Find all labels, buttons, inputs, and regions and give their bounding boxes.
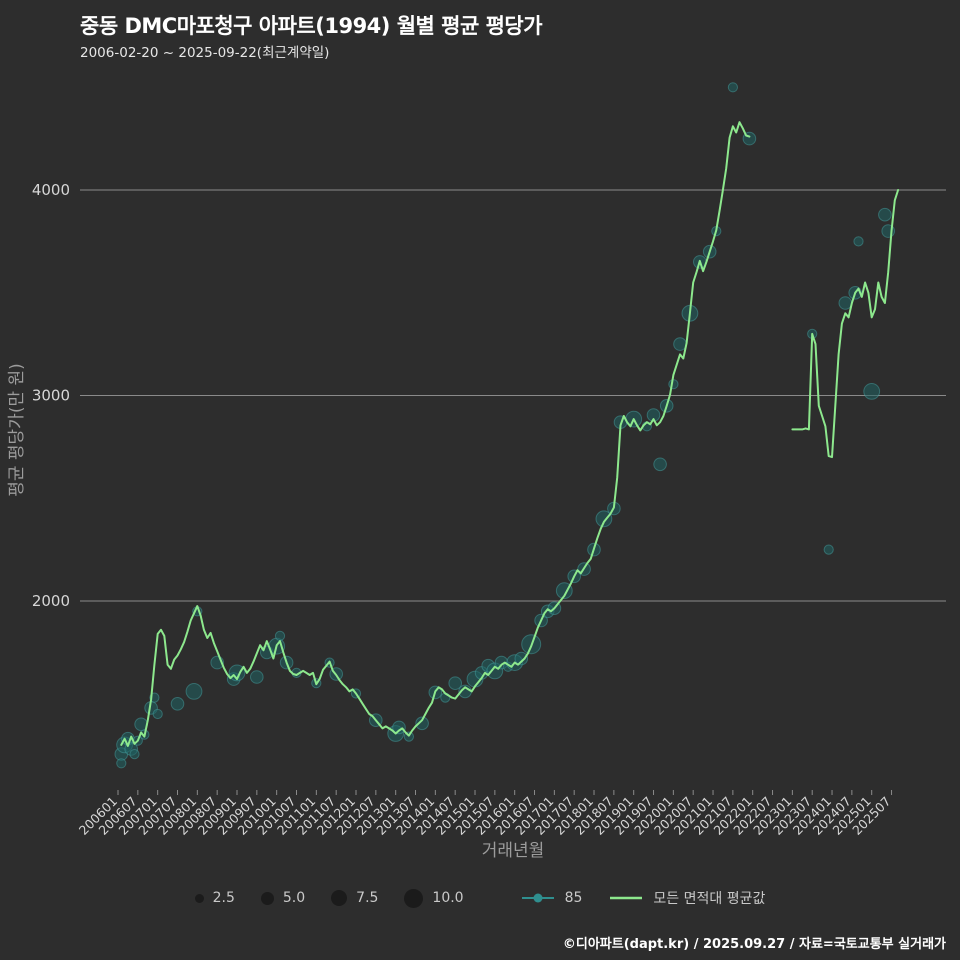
- size-bubble-icon: [404, 888, 424, 908]
- y-tick-label: 3000: [32, 387, 70, 405]
- scatter-point: [170, 697, 185, 711]
- scatter-point: [727, 82, 739, 93]
- size-legend-item-5-0: 5.0: [260, 890, 306, 906]
- scatter-point: [673, 337, 687, 351]
- scatter-point: [116, 758, 127, 769]
- scatter-point: [668, 379, 679, 390]
- scatter-point: [249, 670, 264, 684]
- scatter-point: [595, 510, 613, 528]
- size-bubble-icon: [331, 890, 348, 906]
- average-line: [120, 121, 900, 747]
- y-tick-label: 4000: [32, 181, 70, 199]
- scatter-point: [853, 236, 864, 247]
- size-bubble-icon: [260, 891, 274, 905]
- scatter-point: [185, 683, 203, 700]
- legend-series-85: 85: [520, 890, 583, 906]
- size-legend-item-7-5: 7.5: [331, 890, 378, 906]
- scatter-point: [152, 708, 163, 720]
- page-subtitle: 2006-02-20 ~ 2025-09-22(최근계약일): [80, 45, 330, 61]
- y-axis-title: 평균 평당가(만 원): [7, 363, 27, 497]
- scatter-point: [823, 544, 834, 555]
- scatter-point: [863, 383, 881, 400]
- size-legend-label: 2.5: [212, 890, 235, 906]
- legend-series-avg-label: 모든 면적대 평균값: [653, 891, 766, 907]
- scatter-point: [274, 630, 286, 642]
- scatter-point: [878, 207, 892, 222]
- legend-series-85-label: 85: [564, 890, 583, 906]
- scatter-point: [129, 749, 140, 760]
- green-line-marker-icon: [610, 896, 643, 900]
- scatter-point: [514, 651, 529, 666]
- scatter-point: [448, 676, 463, 691]
- size-legend-label: 10.0: [432, 890, 464, 906]
- teal-line-marker-icon: [521, 893, 554, 903]
- size-legend-item-10-0: 10.0: [404, 888, 464, 908]
- scatter-point: [646, 408, 661, 422]
- size-legend-label: 5.0: [282, 890, 306, 906]
- y-tick-label: 2000: [32, 592, 70, 610]
- size-legend-item-2-5: 2.5: [194, 890, 235, 906]
- page-title: 중동 DMC마포청구 아파트(1994) 월별 평균 평당가: [80, 14, 543, 38]
- footer-credit: ©디아파트(dapt.kr) / 2025.09.27 / 자료=국토교통부 실…: [562, 937, 946, 952]
- scatter-point: [653, 457, 667, 472]
- size-legend-label: 7.5: [356, 890, 379, 906]
- scatter-point: [838, 296, 853, 310]
- x-axis-title: 거래년월: [482, 841, 545, 861]
- scatter-point: [392, 720, 406, 735]
- size-bubble-icon: [194, 893, 204, 903]
- scatter-point: [415, 716, 429, 731]
- legend: 2.5 5.0 7.5 10.0 85 모든 면적대 평균값: [0, 888, 960, 908]
- legend-series-avg: 모든 면적대 평균값: [608, 888, 765, 908]
